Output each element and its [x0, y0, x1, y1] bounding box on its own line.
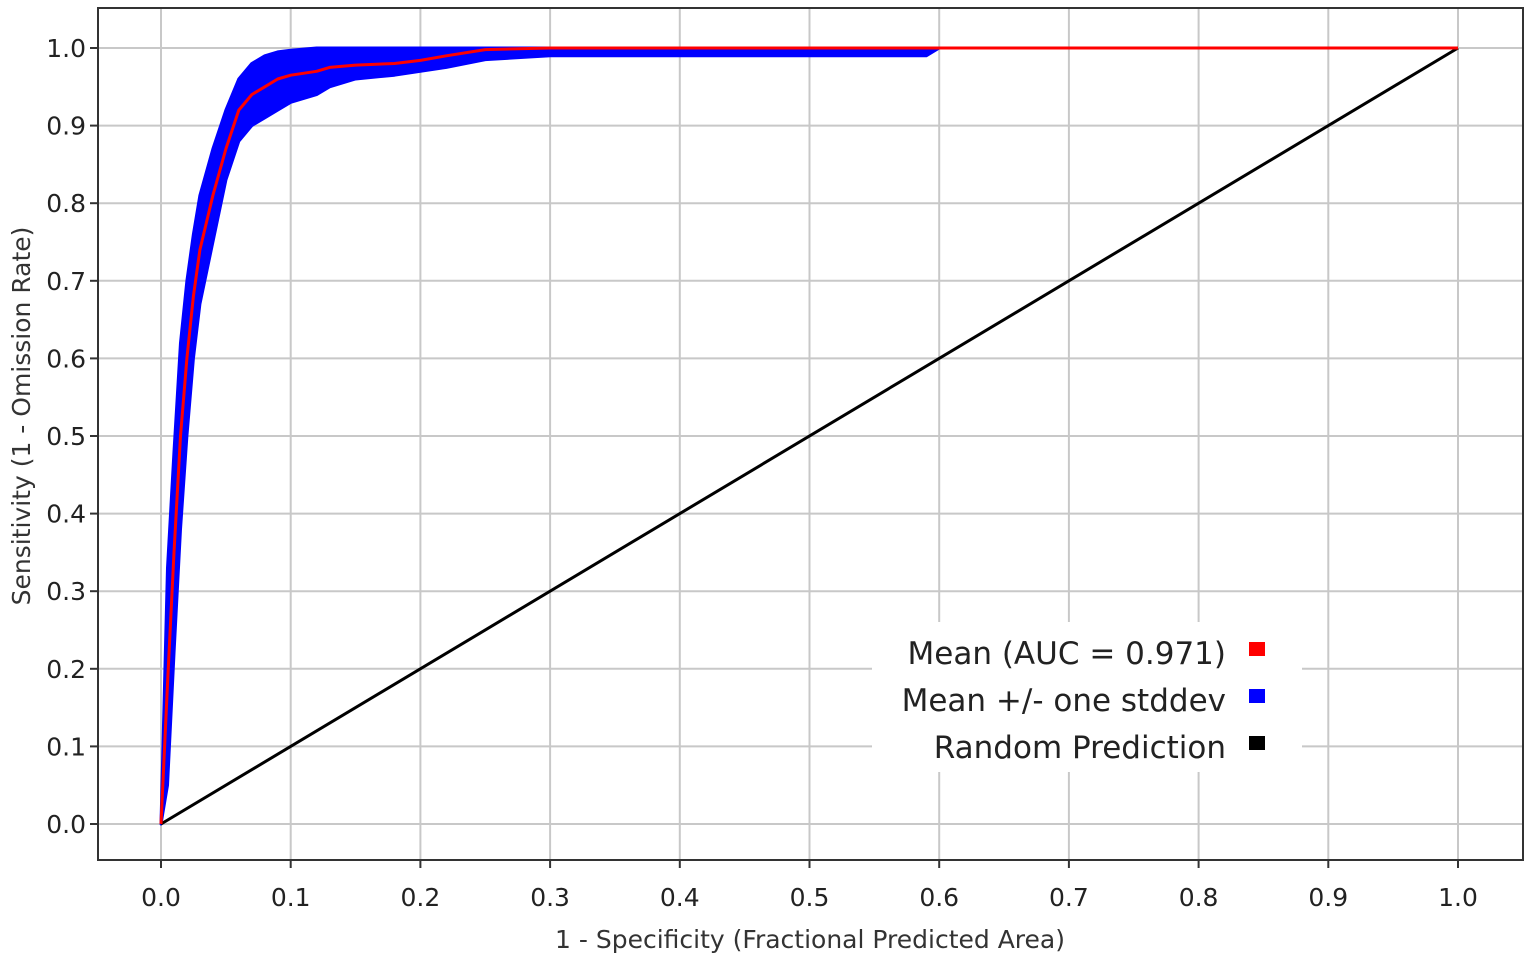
y-tick-label: 0.6 — [46, 344, 86, 373]
legend-random-swatch — [1249, 736, 1265, 750]
legend-mean-label: Mean (AUC = 0.971) — [908, 636, 1226, 672]
y-axis-ticks: 0.0 0.1 0.2 0.3 0.4 0.5 0.6 0.7 0.8 0.9 1.0 — [46, 34, 98, 839]
y-tick-label: 1.0 — [46, 34, 86, 63]
x-tick-label: 0.2 — [401, 883, 441, 912]
x-tick-label: 1.0 — [1438, 883, 1478, 912]
legend: Mean (AUC = 0.971) Mean +/- one stddev Ran… — [872, 622, 1302, 772]
x-tick-label: 0.6 — [919, 883, 959, 912]
y-tick-label: 0.2 — [46, 655, 86, 684]
x-axis-ticks: 0.0 0.1 0.2 0.3 0.4 0.5 0.6 0.7 0.8 0.9 1.0 — [141, 860, 1478, 912]
x-tick-label: 0.1 — [271, 883, 311, 912]
x-tick-label: 0.7 — [1049, 883, 1089, 912]
random-prediction-line — [160, 46, 1459, 826]
y-tick-label: 0.7 — [46, 267, 86, 296]
y-tick-label: 0.1 — [46, 732, 86, 761]
y-axis-label: Sensitivity (1 - Omission Rate) — [7, 227, 36, 606]
x-axis-label: 1 - Specificity (Fractional Predicted Ar… — [555, 925, 1065, 954]
y-tick-label: 0.0 — [46, 810, 86, 839]
legend-background — [872, 622, 1302, 772]
x-tick-label: 0.8 — [1179, 883, 1219, 912]
x-tick-label: 0.5 — [790, 883, 830, 912]
x-tick-label: 0.0 — [141, 883, 181, 912]
mean-roc-line — [159, 46, 1458, 825]
x-tick-label: 0.3 — [530, 883, 570, 912]
legend-stddev-swatch — [1249, 689, 1265, 703]
x-tick-label: 0.9 — [1308, 883, 1348, 912]
y-tick-label: 0.3 — [46, 577, 86, 606]
y-tick-label: 0.5 — [46, 422, 86, 451]
legend-mean-swatch — [1249, 642, 1265, 656]
y-tick-label: 0.4 — [46, 500, 86, 529]
plot-area — [159, 46, 1459, 826]
legend-stddev-label: Mean +/- one stddev — [902, 683, 1226, 719]
x-tick-label: 0.4 — [660, 883, 700, 912]
y-tick-label: 0.8 — [46, 189, 86, 218]
legend-random-label: Random Prediction — [934, 730, 1226, 766]
y-tick-label: 0.9 — [46, 112, 86, 141]
